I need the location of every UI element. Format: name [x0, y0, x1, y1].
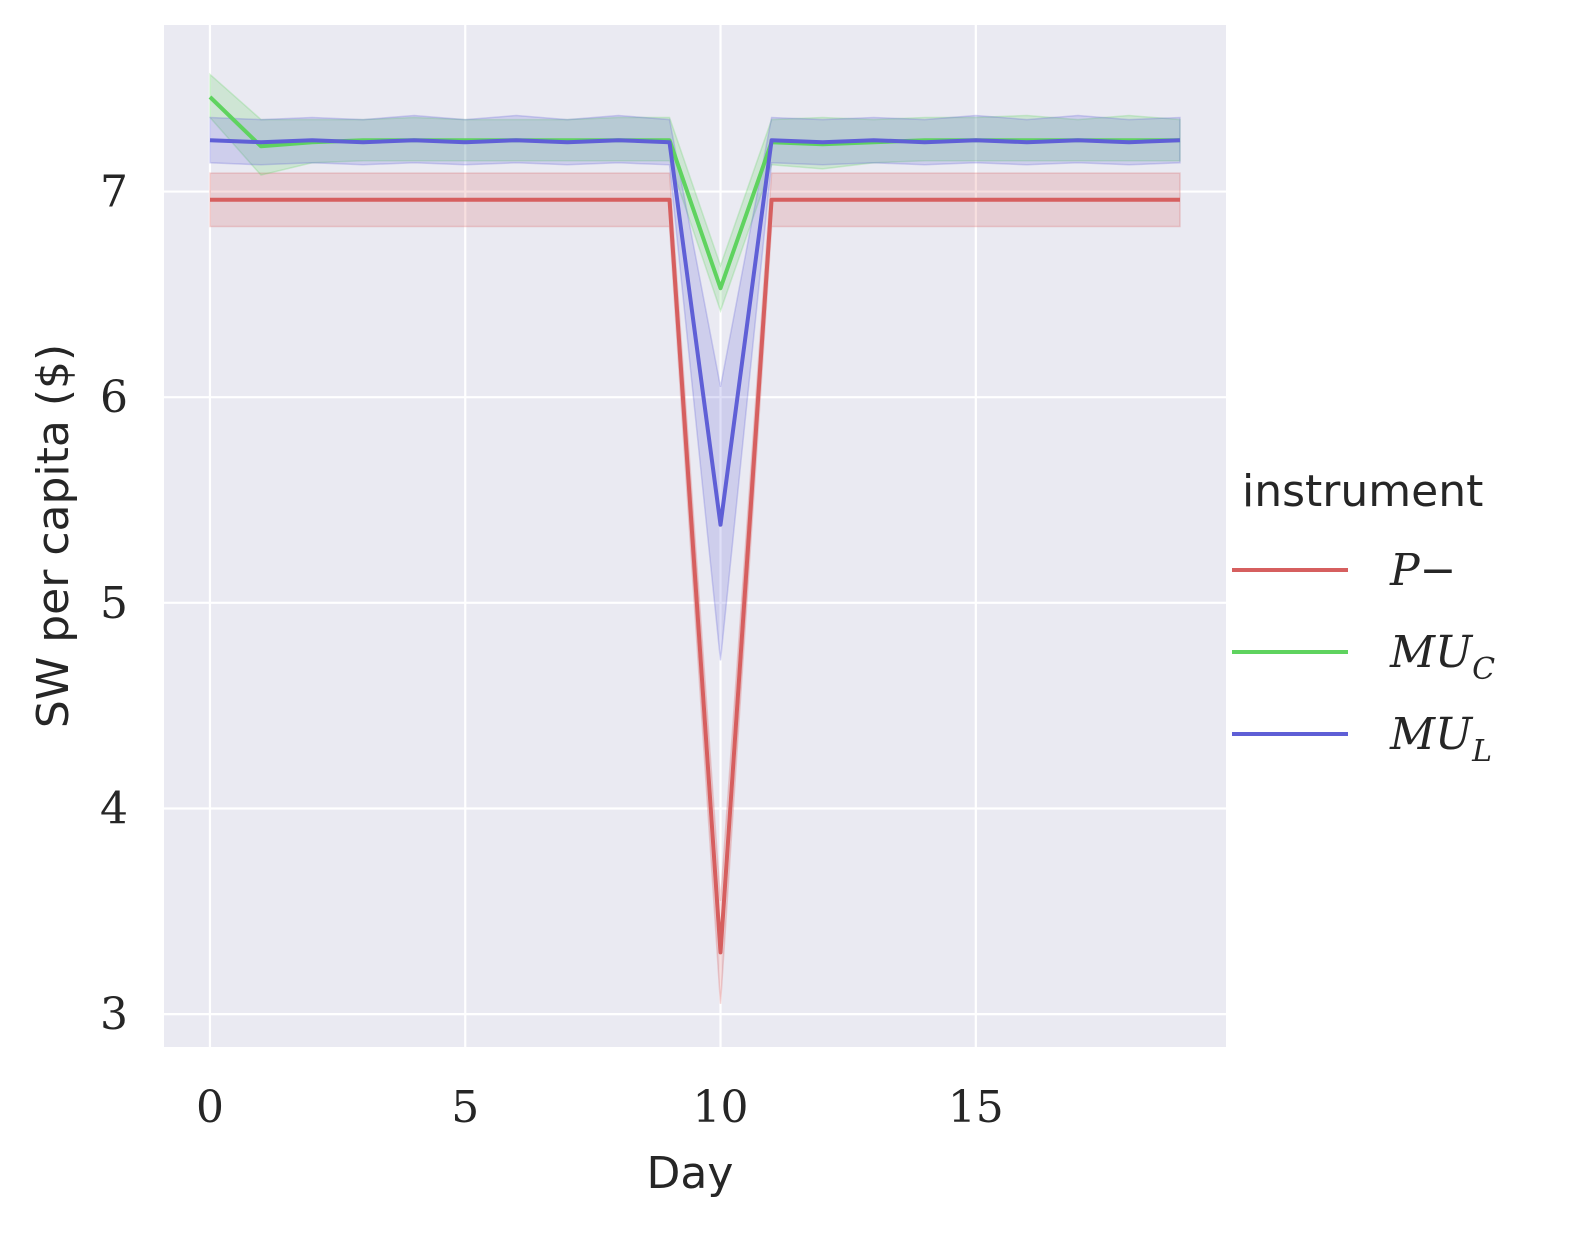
series-line-2 — [209, 138, 1181, 527]
y-tick-labels: 3 4 5 6 7 — [100, 167, 128, 1041]
x-tick-label: 0 — [196, 1082, 224, 1133]
x-axis-label: Day — [647, 1148, 734, 1199]
y-tick-label: 4 — [100, 783, 128, 834]
ci-band-2 — [209, 114, 1181, 661]
legend-label-0: P− — [1389, 545, 1456, 596]
plot-background — [164, 25, 1226, 1047]
y-tick-label: 6 — [100, 372, 128, 423]
x-tick-labels: 0 5 10 15 — [196, 1082, 1004, 1133]
legend: instrument P− MUC MUL — [1232, 466, 1495, 769]
y-axis-label: SW per capita ($) — [28, 344, 79, 728]
legend-title: instrument — [1242, 466, 1483, 517]
y-tick-label: 7 — [100, 167, 128, 218]
legend-label-2: MUL — [1389, 709, 1492, 769]
ci-band-1 — [209, 72, 1181, 314]
series-line-0 — [210, 197, 1180, 955]
series-lines — [208, 95, 1181, 955]
grid — [164, 25, 1226, 1047]
legend-label-1: MUC — [1389, 627, 1495, 687]
legend-subscript: C — [1472, 652, 1495, 687]
y-tick-label: 5 — [100, 578, 128, 629]
x-tick-label: 10 — [693, 1082, 749, 1133]
x-tick-label: 5 — [451, 1082, 479, 1133]
legend-subscript: L — [1471, 734, 1492, 769]
y-tick-label: 3 — [100, 989, 128, 1040]
x-tick-label: 15 — [948, 1082, 1004, 1133]
